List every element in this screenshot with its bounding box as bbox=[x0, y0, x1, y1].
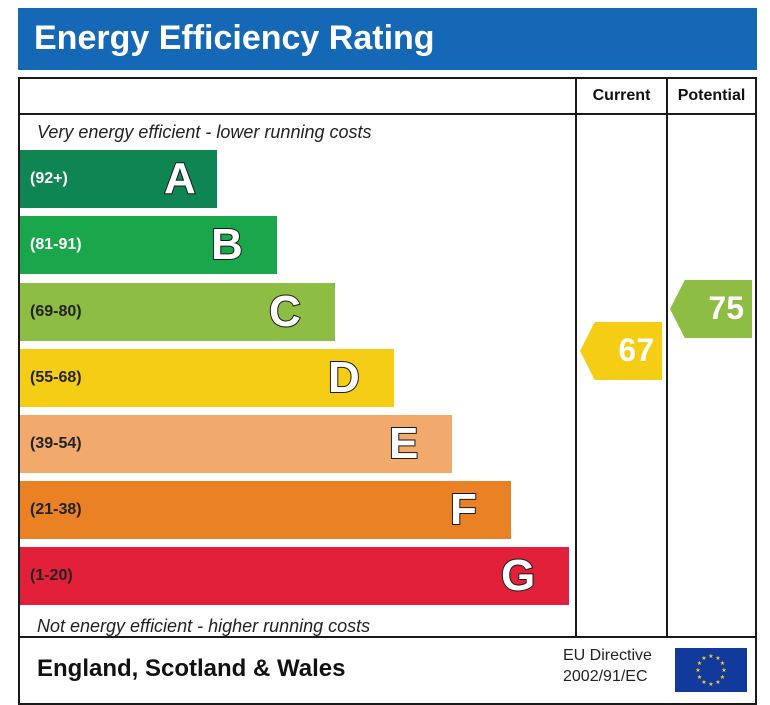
band-e-letter: E bbox=[388, 418, 419, 469]
band-f: (21-38) F bbox=[20, 481, 511, 539]
footer-divider bbox=[20, 636, 755, 638]
band-b-range: (81-91) bbox=[30, 236, 82, 253]
band-d-range: (55-68) bbox=[30, 369, 82, 386]
band-f-letter: F bbox=[449, 484, 478, 535]
svg-text:★: ★ bbox=[720, 660, 725, 667]
title-bar: Energy Efficiency Rating bbox=[18, 8, 757, 70]
current-column-divider bbox=[575, 79, 577, 636]
band-a: (92+) A bbox=[20, 150, 217, 208]
efficient-caption: Very energy efficient - lower running co… bbox=[37, 122, 372, 142]
eu-flag-icon: ★ ★ ★ ★ ★ ★ ★ ★ ★ ★ ★ ★ bbox=[675, 648, 747, 692]
svg-text:★: ★ bbox=[721, 667, 726, 674]
band-d: (55-68) D bbox=[20, 349, 394, 407]
band-c-range: (69-80) bbox=[30, 303, 82, 320]
svg-text:★: ★ bbox=[715, 679, 720, 686]
band-a-range: (92+) bbox=[30, 170, 68, 187]
band-g-range: (1-20) bbox=[30, 567, 73, 584]
potential-column-header: Potential bbox=[677, 87, 746, 104]
svg-text:★: ★ bbox=[695, 667, 700, 674]
svg-text:★: ★ bbox=[701, 655, 706, 662]
svg-text:★: ★ bbox=[708, 681, 713, 688]
potential-rating-arrow: 75 bbox=[670, 280, 752, 338]
band-b-letter: B bbox=[210, 219, 244, 270]
directive-line-1: EU Directive bbox=[563, 647, 652, 664]
band-b: (81-91) B bbox=[20, 216, 277, 274]
svg-text:★: ★ bbox=[697, 660, 702, 667]
band-g-letter: G bbox=[500, 550, 536, 601]
band-e-range: (39-54) bbox=[30, 435, 82, 452]
potential-column-divider bbox=[666, 79, 668, 636]
svg-text:★: ★ bbox=[720, 674, 725, 681]
region-label: England, Scotland & Wales bbox=[37, 655, 346, 682]
inefficient-caption: Not energy efficient - higher running co… bbox=[37, 616, 371, 636]
band-a-letter: A bbox=[163, 153, 197, 204]
page-title: Energy Efficiency Rating bbox=[34, 19, 435, 57]
band-d-letter: D bbox=[327, 352, 361, 403]
band-e: (39-54) E bbox=[20, 415, 452, 473]
header-divider bbox=[20, 113, 755, 115]
current-rating-arrow: 67 bbox=[580, 322, 662, 380]
directive-line-2: 2002/91/EC bbox=[563, 668, 648, 685]
potential-rating-value: 75 bbox=[708, 290, 744, 326]
band-f-range: (21-38) bbox=[30, 501, 82, 518]
footer: England, Scotland & Wales EU Directive 2… bbox=[20, 638, 755, 703]
svg-text:★: ★ bbox=[715, 655, 720, 662]
current-column-header: Current bbox=[592, 87, 651, 104]
rating-chart-frame: Current Potential Very energy efficient … bbox=[18, 77, 757, 705]
band-g: (1-20) G bbox=[20, 547, 569, 605]
band-c-letter: C bbox=[268, 286, 302, 337]
band-c: (69-80) C bbox=[20, 283, 335, 341]
svg-text:★: ★ bbox=[697, 674, 702, 681]
current-rating-value: 67 bbox=[618, 332, 654, 368]
svg-text:★: ★ bbox=[701, 679, 706, 686]
svg-text:★: ★ bbox=[708, 653, 713, 660]
